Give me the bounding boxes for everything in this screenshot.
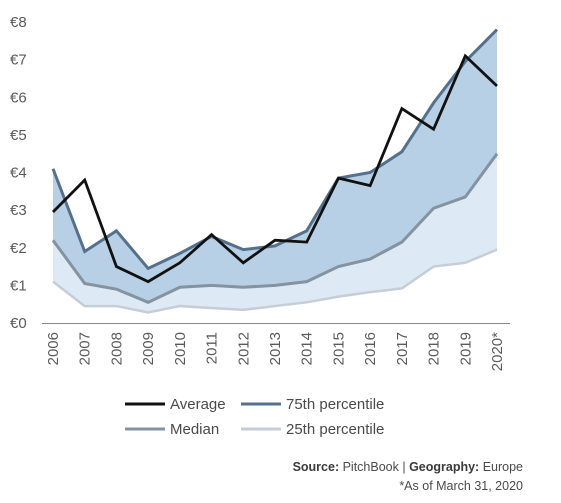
x-tick-label: 2019 — [457, 332, 474, 365]
source-label: Source: — [292, 460, 340, 474]
x-tick-label: 2011 — [204, 332, 221, 364]
legend-label-25th-percentile: 25th percentile — [286, 421, 384, 438]
x-tick-label: 2008 — [108, 332, 125, 365]
x-tick-label: 2012 — [235, 332, 252, 365]
x-tick-label: 2006 — [45, 332, 62, 365]
x-tick-label: 2007 — [77, 332, 94, 365]
band-median-to-25th — [53, 153, 497, 313]
x-tick-labels: 2006 2007 2008 2009 2010 2011 2012 2013 2014 2015… — [45, 332, 506, 371]
y-tick-label: €0 — [10, 315, 27, 332]
y-tick-label: €6 — [10, 89, 27, 106]
y-tick-label: €7 — [10, 52, 27, 69]
bands — [53, 29, 497, 313]
y-tick-label: €5 — [10, 127, 27, 144]
line-median — [51, 152, 499, 304]
y-tick-label: €3 — [10, 202, 27, 219]
x-tick-label: 2009 — [140, 332, 157, 365]
x-tick-label: 2020* — [489, 332, 506, 371]
legend: Average 75th percentile Median 25th percent… — [125, 396, 384, 438]
geography-value: Europe — [479, 460, 523, 474]
x-tick-label: 2013 — [267, 332, 284, 365]
x-tick-label: 2018 — [426, 332, 443, 365]
y-tick-label: €1 — [10, 277, 27, 294]
y-tick-label: €2 — [10, 240, 27, 257]
x-tick-label: 2014 — [299, 332, 316, 365]
geography-label: Geography: — [409, 460, 480, 474]
y-tick-label: €4 — [10, 165, 27, 182]
band-75th-to-median — [53, 29, 497, 303]
x-tick-label: 2017 — [394, 332, 411, 365]
x-tick-label: 2016 — [362, 332, 379, 365]
line-average — [52, 53, 498, 284]
source-value: PitchBook | — [339, 460, 410, 474]
y-tick-label: €8 — [10, 14, 27, 31]
line-25th-percentile — [52, 248, 498, 314]
y-tick-labels: €0 €1 €2 €3 €4 €5 €6 €7 €8 — [10, 14, 27, 332]
as-of-note: *As of March 31, 2020 — [399, 479, 523, 493]
legend-label-median: Median — [170, 421, 219, 438]
line-75th-percentile — [51, 28, 499, 271]
series-lines — [51, 28, 499, 314]
x-tick-label: 2010 — [172, 332, 189, 365]
legend-label-average: Average — [170, 396, 226, 413]
source-note: Source: PitchBook | Geography: Europe — [293, 460, 523, 474]
x-tick-label: 2015 — [330, 332, 347, 365]
legend-label-75th-percentile: 75th percentile — [286, 396, 384, 413]
